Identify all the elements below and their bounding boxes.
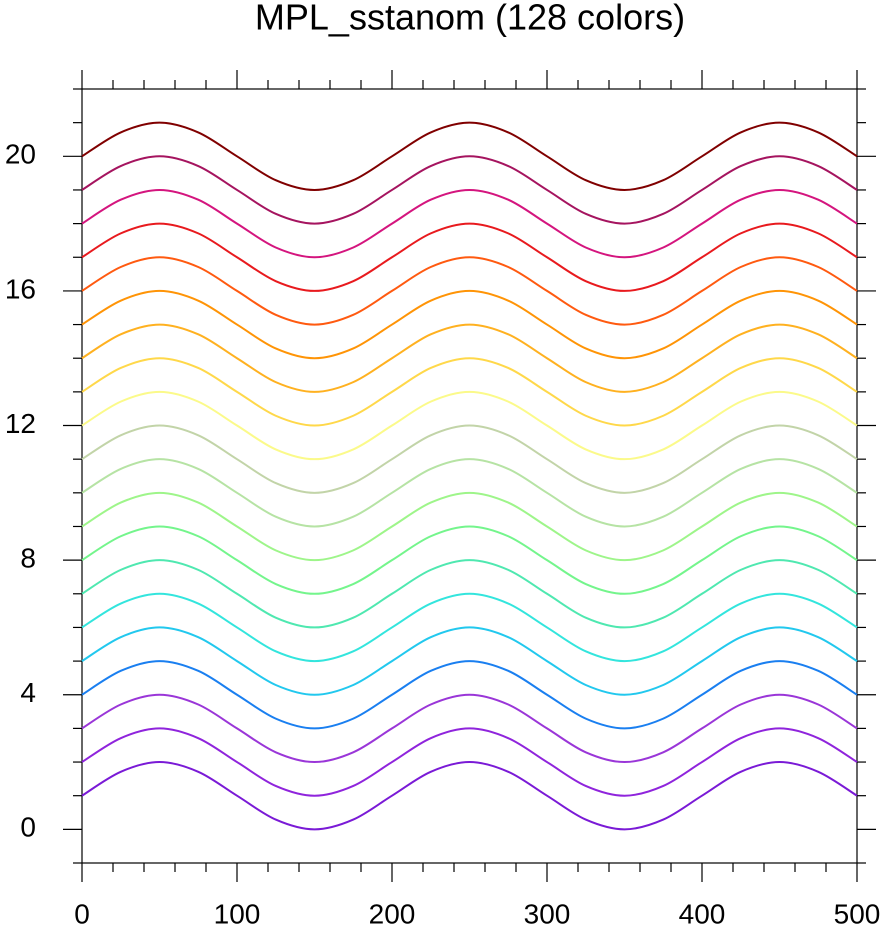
y-tick-label: 0 [20,812,36,843]
series-line [81,525,858,595]
y-tick-label: 12 [5,408,36,439]
x-tick-label: 0 [74,898,90,929]
series-line [81,693,858,764]
y-tick-label: 4 [20,677,36,708]
series-line [81,289,858,360]
series-line [81,155,858,225]
x-tick-label: 300 [524,898,571,929]
x-tick-label: 200 [369,898,416,929]
series-line [81,222,858,292]
series-line [81,357,858,427]
series-line [81,727,858,797]
series-line [81,458,858,528]
chart-title: MPL_sstanom (128 colors) [255,0,685,38]
series-line [81,188,858,259]
x-tick-label: 400 [679,898,726,929]
y-tick-label: 20 [5,139,36,170]
series-line [81,592,858,663]
series-line [81,121,858,191]
series-line [81,626,858,696]
x-tick-label: 100 [214,898,261,929]
series-line [81,424,858,494]
plot-frame [81,88,858,864]
series-line [81,660,858,730]
series-line [81,761,858,831]
series-line [81,323,858,393]
series-line [81,390,858,461]
y-tick-label: 16 [5,273,36,304]
series-line [81,491,858,562]
series-line [81,559,858,629]
y-tick-label: 8 [20,543,36,574]
x-tick-label: 500 [834,898,881,929]
series-line [81,256,858,326]
